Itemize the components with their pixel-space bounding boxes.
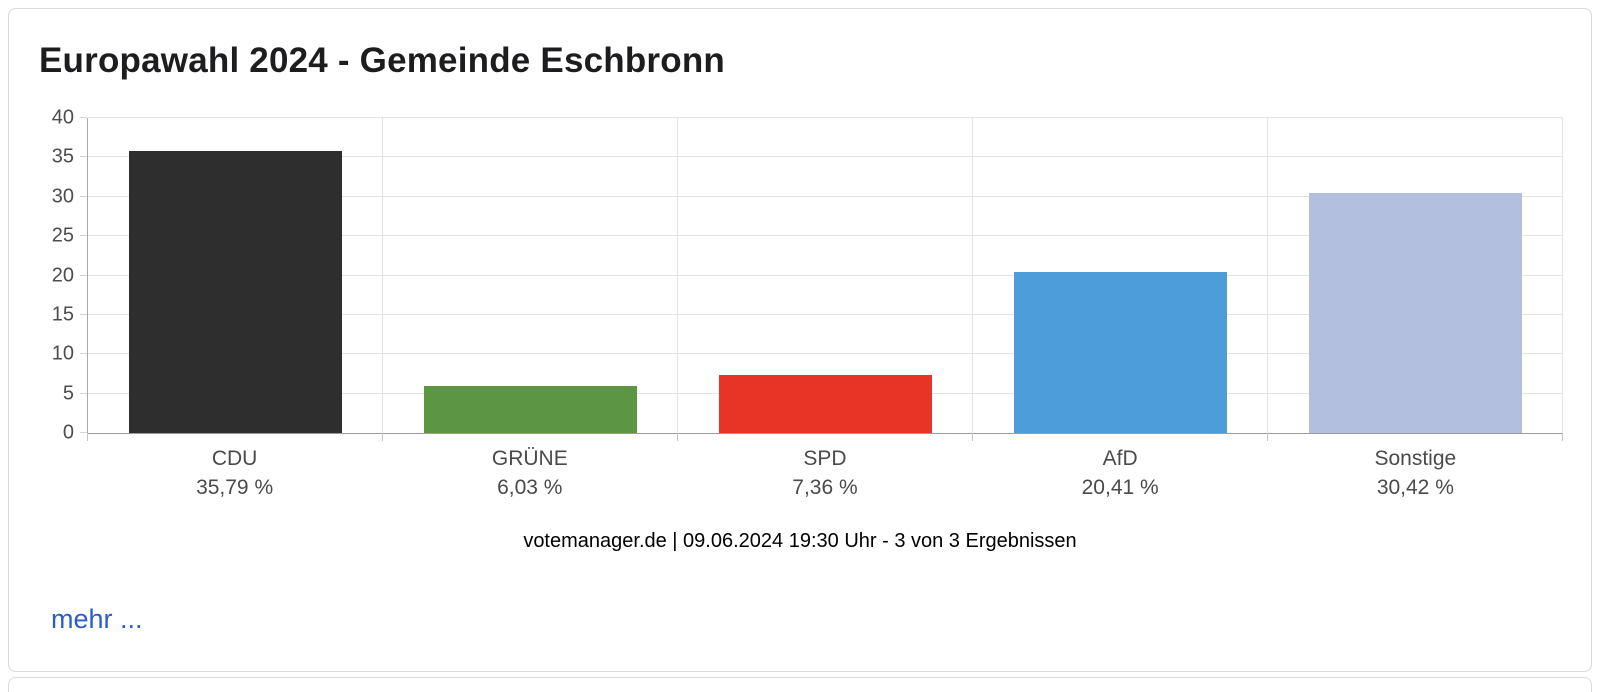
y-axis: 0 5 10 15 20 25 30 35 40 <box>37 107 87 444</box>
category-value: 35,79 % <box>196 476 274 499</box>
category-value: 6,03 % <box>497 476 563 499</box>
y-axis-tick-label: 35 <box>51 145 74 168</box>
source-note: votemanager.de | 09.06.2024 19:30 Uhr - … <box>523 530 1077 552</box>
y-axis-tick-mark <box>80 195 87 197</box>
category-label: GRÜNE <box>491 447 568 470</box>
page-title: Europawahl 2024 - Gemeinde Eschbronn <box>39 41 725 80</box>
x-axis-labels: CDU 35,79 % GRÜNE 6,03 % SPD 7,36 % AfD 20,41 %… <box>87 444 1563 502</box>
category-cell: Sonstige 30,42 % <box>1268 444 1563 502</box>
bar-region <box>678 118 973 433</box>
category-label: CDU <box>211 447 258 470</box>
y-axis-tick-mark <box>80 313 87 315</box>
y-axis-tick-mark <box>80 117 87 118</box>
more-link[interactable]: mehr ... <box>51 604 143 634</box>
y-axis-tick-mark <box>80 156 87 158</box>
vertical-gridline <box>1267 118 1268 433</box>
y-axis-tick-mark <box>80 392 87 394</box>
bar-region <box>1268 118 1563 433</box>
horizontal-gridline <box>88 156 1563 158</box>
category-cell: CDU 35,79 % <box>87 444 382 502</box>
bar-chart: 0 5 10 15 20 25 30 35 40 <box>37 107 1563 444</box>
category-label: SPD <box>803 447 847 470</box>
bar-cdu <box>129 151 342 433</box>
y-axis-tick-label: 40 <box>51 106 74 129</box>
next-card-stub <box>8 677 1592 692</box>
x-axis-tick-mark <box>972 433 973 441</box>
category-label: AfD <box>1102 447 1138 470</box>
bar-afd <box>1014 272 1227 433</box>
y-axis-tick-label: 20 <box>51 264 74 286</box>
plot-area <box>87 117 1563 441</box>
bar-sonstige <box>1309 193 1522 433</box>
category-cell: SPD 7,36 % <box>677 444 972 502</box>
y-axis-tick-label: 30 <box>51 185 74 208</box>
x-axis-tick-mark <box>677 433 678 441</box>
election-result-card: Europawahl 2024 - Gemeinde Eschbronn 0 5 1… <box>8 8 1592 672</box>
category-value: 30,42 % <box>1376 476 1454 499</box>
vertical-gridline <box>1562 118 1563 433</box>
horizontal-gridline <box>88 195 1563 197</box>
bar-region <box>383 118 678 433</box>
category-cell: GRÜNE 6,03 % <box>382 444 677 502</box>
y-axis-tick-mark <box>80 274 87 276</box>
vertical-gridline <box>677 118 678 433</box>
category-value: 20,41 % <box>1081 476 1159 499</box>
y-axis-tick-label: 15 <box>51 303 74 326</box>
category-cell: AfD 20,41 % <box>973 444 1268 502</box>
horizontal-gridline <box>88 313 1563 315</box>
horizontal-gridline <box>88 274 1563 276</box>
x-axis-tick-mark <box>1562 433 1563 441</box>
x-axis-tick-mark <box>87 433 88 441</box>
y-axis-tick-label: 0 <box>62 421 74 444</box>
y-axis-tick-label: 25 <box>51 224 74 247</box>
x-axis-tick-mark <box>1267 433 1268 441</box>
y-axis-tick-mark <box>80 353 87 355</box>
y-axis-tick-mark <box>80 235 87 237</box>
category-label: Sonstige <box>1374 447 1457 470</box>
horizontal-gridline <box>88 353 1563 355</box>
y-axis-tick-mark <box>80 432 87 433</box>
horizontal-gridline <box>88 235 1563 237</box>
vertical-gridline <box>972 118 973 433</box>
vertical-gridline <box>382 118 383 433</box>
horizontal-gridline <box>88 117 1563 118</box>
y-axis-tick-label: 5 <box>62 382 74 405</box>
bar-gr-ne <box>424 385 637 433</box>
x-axis-tick-mark <box>382 433 383 441</box>
bar-region <box>973 118 1268 433</box>
category-value: 7,36 % <box>792 476 858 499</box>
y-axis-tick-label: 10 <box>51 342 74 365</box>
bar-spd <box>719 375 932 433</box>
bar-region <box>88 118 383 433</box>
